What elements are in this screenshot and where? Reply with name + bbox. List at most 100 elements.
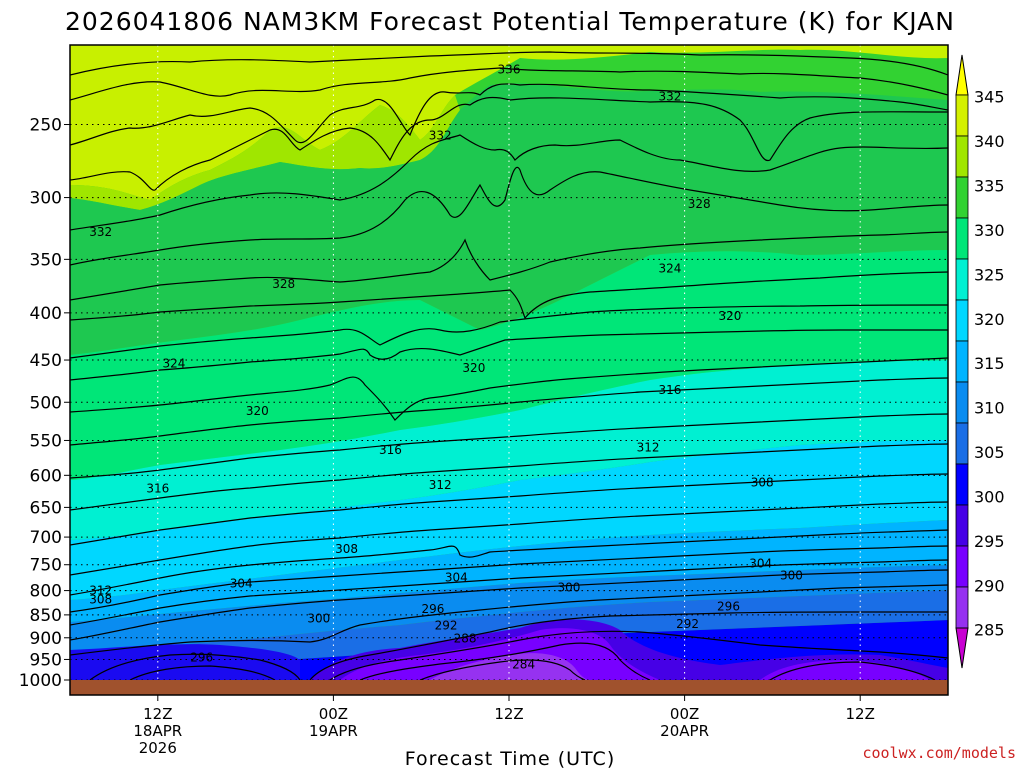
contour-label-text: 296 (190, 650, 213, 664)
contour-label-text: 312 (89, 584, 112, 598)
contour-line (70, 51, 948, 76)
contour-line (70, 443, 948, 511)
y-tick-label: 450 (30, 351, 62, 371)
y-tick-label: 950 (30, 650, 62, 670)
y-tick-label: 500 (30, 393, 62, 413)
contour-label-text: 304 (749, 557, 772, 571)
colorbar-label: 295 (974, 532, 1005, 551)
contour-label: 304 (445, 570, 468, 584)
contour-line (70, 377, 948, 446)
contour-label: 308 (751, 476, 774, 490)
colorbar-label: 335 (974, 177, 1005, 196)
colorbar-label: 285 (974, 621, 1005, 640)
contour-label: 328 (688, 197, 711, 211)
contour-label-text: 328 (688, 197, 711, 211)
band-301 (70, 590, 948, 660)
contour-label-text: 308 (751, 476, 774, 490)
contour-line (70, 231, 948, 301)
contour-label: 296 (190, 650, 213, 664)
contour-label-text: 316 (146, 481, 169, 495)
contour-label: 320 (246, 404, 269, 418)
x-tick-label: 20APR (660, 722, 709, 740)
contour-label-text: 320 (246, 404, 269, 418)
contour-line (70, 304, 948, 359)
contour-label-text: 320 (719, 309, 742, 323)
band-292-left (70, 644, 300, 680)
colorbar-label: 320 (974, 310, 1005, 329)
y-tick-label: 350 (30, 250, 62, 270)
contour-label-text: 300 (307, 612, 330, 626)
contour-label-text: 316 (659, 383, 682, 397)
contour-label: 316 (146, 481, 169, 495)
contour-line (70, 357, 948, 421)
grid-lines (70, 45, 948, 681)
colorbar-label: 325 (974, 265, 1005, 284)
contour-line (70, 545, 948, 613)
band-286-right (760, 660, 930, 680)
contour-label-text: 316 (379, 443, 402, 457)
band-338 (70, 95, 460, 210)
colorbar-label: 345 (974, 88, 1005, 107)
y-tick-label: 900 (30, 629, 62, 649)
terrain-surface (70, 680, 948, 695)
y-axis: 250 300 350 400 450 500 550 600 650 700 750 800 850 9… (19, 116, 70, 691)
colorbar-swatch (955, 135, 969, 178)
contour-line (70, 166, 948, 266)
contour-label: 320 (462, 361, 485, 375)
band-306 (70, 565, 948, 652)
colorbar-label: 300 (974, 487, 1005, 506)
y-tick-label: 400 (30, 304, 62, 324)
contour-line (70, 134, 948, 231)
contour-label-text: 320 (462, 361, 485, 375)
contour-label: 284 (512, 657, 535, 671)
contour-label: 292 (676, 617, 699, 631)
colorbar-label: 305 (974, 443, 1005, 462)
contour-label: 292 (435, 619, 458, 633)
y-tick-label: 750 (30, 556, 62, 576)
contour-label: 336 (498, 63, 521, 77)
credit-text: coolwx.com/models (862, 744, 1016, 762)
colorbar-swatch (955, 545, 969, 588)
band-322 (70, 360, 948, 540)
x-tick-label: 19APR (309, 722, 358, 740)
contour-label-text: 308 (335, 542, 358, 556)
contour-label: 312 (429, 478, 452, 492)
contour-line (70, 501, 948, 576)
contour-line (70, 329, 948, 381)
contour-line (70, 83, 948, 146)
x-tick-label: 12Z (494, 705, 523, 723)
x-tick-label: 12Z (846, 705, 875, 723)
y-tick-label: 1000 (19, 671, 62, 691)
colorbar-swatch (955, 463, 969, 506)
colorbar-label: 340 (974, 132, 1005, 151)
contour-label-text: 324 (659, 261, 682, 275)
contour-label: 308 (335, 542, 358, 556)
x-tick-label: 18APR (133, 722, 182, 740)
band-316 (70, 440, 948, 600)
contour-label-text: 300 (780, 568, 803, 582)
y-tick-label: 550 (30, 431, 62, 451)
contour-line (70, 67, 948, 101)
contour-label: 308 (89, 593, 112, 607)
contour-label-text: 332 (89, 225, 112, 239)
contour-line (70, 413, 948, 479)
colorbar-swatch (955, 258, 969, 301)
contour-label: 332 (659, 89, 682, 103)
colorbar-swatch (955, 504, 969, 547)
contour-line (70, 473, 948, 546)
contour-label-text: 312 (637, 441, 660, 455)
band-342 (70, 45, 948, 200)
colorbar-top-arrow (955, 54, 969, 96)
x-axis-label: Forecast Time (UTC) (405, 748, 615, 768)
contour-label: 324 (162, 357, 185, 371)
band-311 (70, 520, 948, 622)
contour-line (129, 665, 276, 681)
x-tick-label: 00Z (670, 705, 699, 723)
contour-label-text: 292 (676, 617, 699, 631)
contour-label: 328 (272, 277, 295, 291)
contour-line (359, 642, 651, 681)
contour-label-text: 328 (272, 277, 295, 291)
contour-label-text: 292 (435, 619, 458, 633)
